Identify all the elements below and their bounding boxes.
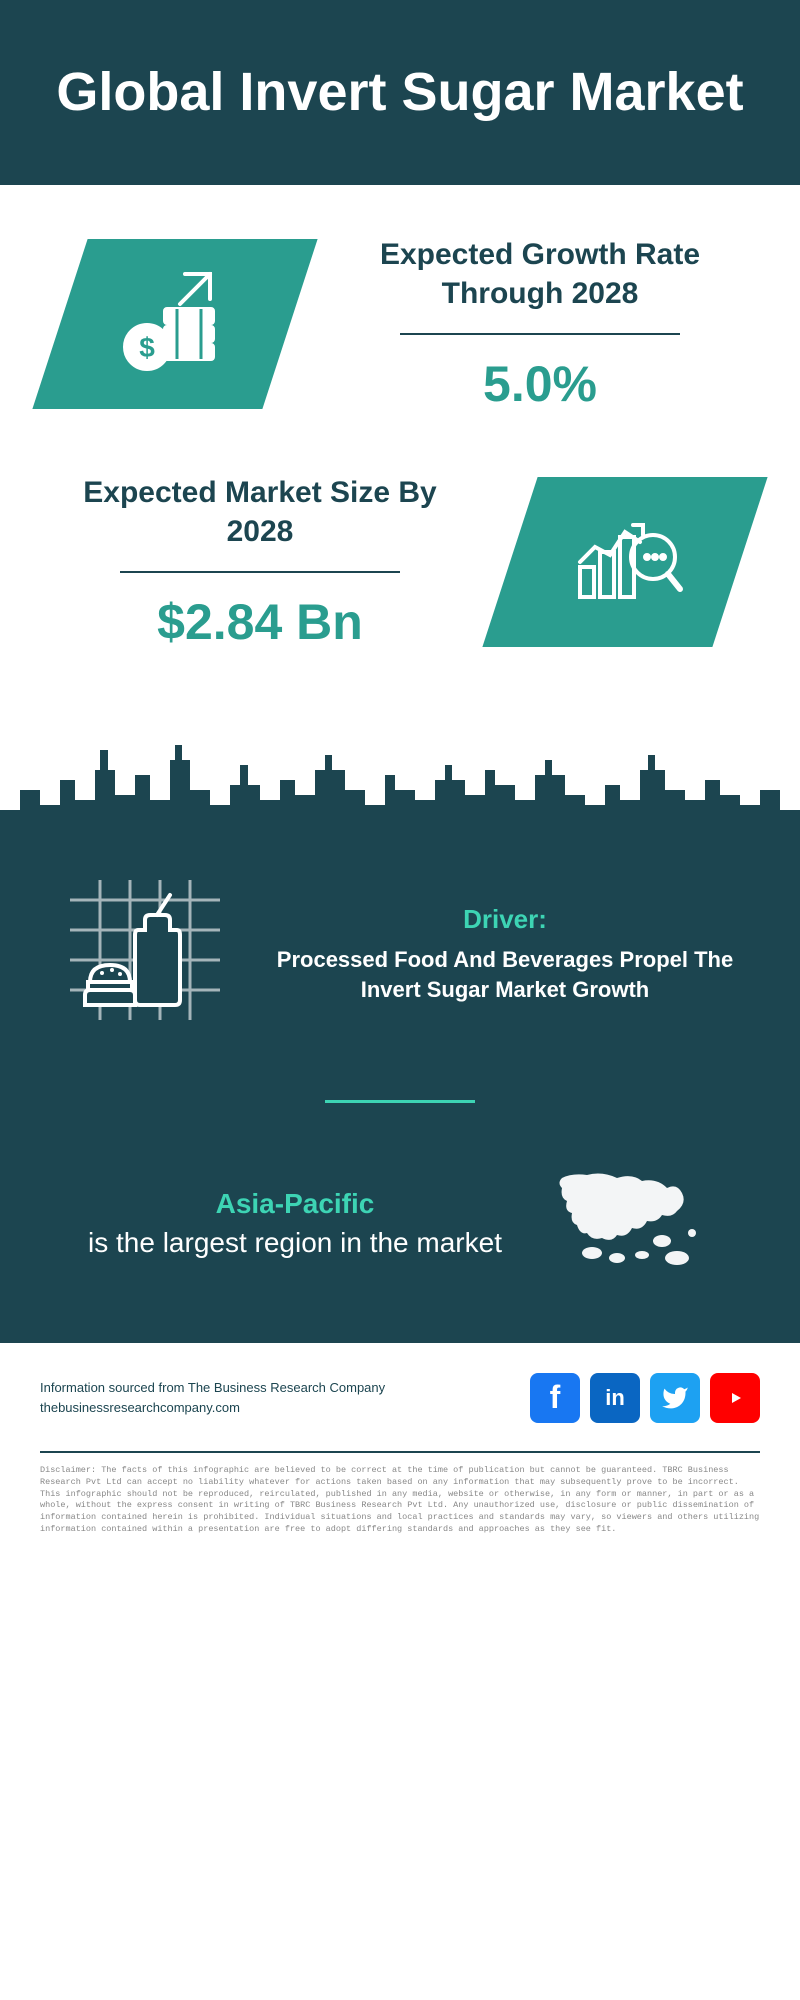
twitter-icon[interactable] [650, 1373, 700, 1423]
skyline-graphic [0, 740, 800, 850]
stat-row-growth: $ Expected Growth Rate Through 2028 5.0% [60, 235, 740, 413]
driver-description: Processed Food And Beverages Propel The … [270, 945, 740, 1007]
stat-value-growth: 5.0% [340, 355, 740, 413]
footer-row: Information sourced from The Business Re… [40, 1373, 760, 1443]
divider [120, 571, 400, 573]
footer-divider [40, 1451, 760, 1453]
region-row: Asia-Pacific is the largest region in th… [60, 1163, 740, 1283]
footer: Information sourced from The Business Re… [0, 1343, 800, 1566]
youtube-icon[interactable] [710, 1373, 760, 1423]
stat-label-growth: Expected Growth Rate Through 2028 [340, 235, 740, 313]
header-banner: Global Invert Sugar Market [0, 0, 800, 185]
asia-pacific-map-icon [542, 1163, 712, 1283]
driver-row: Driver: Processed Food And Beverages Pro… [60, 850, 740, 1040]
stats-section: $ Expected Growth Rate Through 2028 5.0% [0, 185, 800, 741]
stat-text-growth: Expected Growth Rate Through 2028 5.0% [340, 235, 740, 413]
stat-value-size: $2.84 Bn [60, 593, 460, 651]
facebook-icon[interactable]: f [530, 1373, 580, 1423]
divider [400, 333, 680, 335]
disclaimer-text: Disclaimer: The facts of this infographi… [40, 1465, 760, 1536]
social-icons: f in [530, 1373, 760, 1423]
food-beverage-icon [60, 870, 230, 1040]
stat-label-size: Expected Market Size By 2028 [60, 473, 460, 551]
region-highlight: Asia-Pacific [216, 1188, 375, 1219]
driver-text: Driver: Processed Food And Beverages Pro… [270, 904, 740, 1007]
svg-text:$: $ [139, 332, 155, 363]
money-growth-icon: $ [32, 239, 317, 409]
region-rest: is the largest region in the market [88, 1227, 502, 1258]
source-text: Information sourced from The Business Re… [40, 1378, 385, 1417]
region-text: Asia-Pacific is the largest region in th… [88, 1184, 502, 1262]
chart-magnify-icon [482, 477, 767, 647]
dark-section: Driver: Processed Food And Beverages Pro… [0, 850, 800, 1343]
stat-row-size: Expected Market Size By 2028 $2.84 Bn [60, 473, 740, 651]
driver-label: Driver: [270, 904, 740, 935]
page-title: Global Invert Sugar Market [40, 60, 760, 125]
linkedin-icon[interactable]: in [590, 1373, 640, 1423]
stat-text-size: Expected Market Size By 2028 $2.84 Bn [60, 473, 460, 651]
region-divider [325, 1100, 475, 1103]
